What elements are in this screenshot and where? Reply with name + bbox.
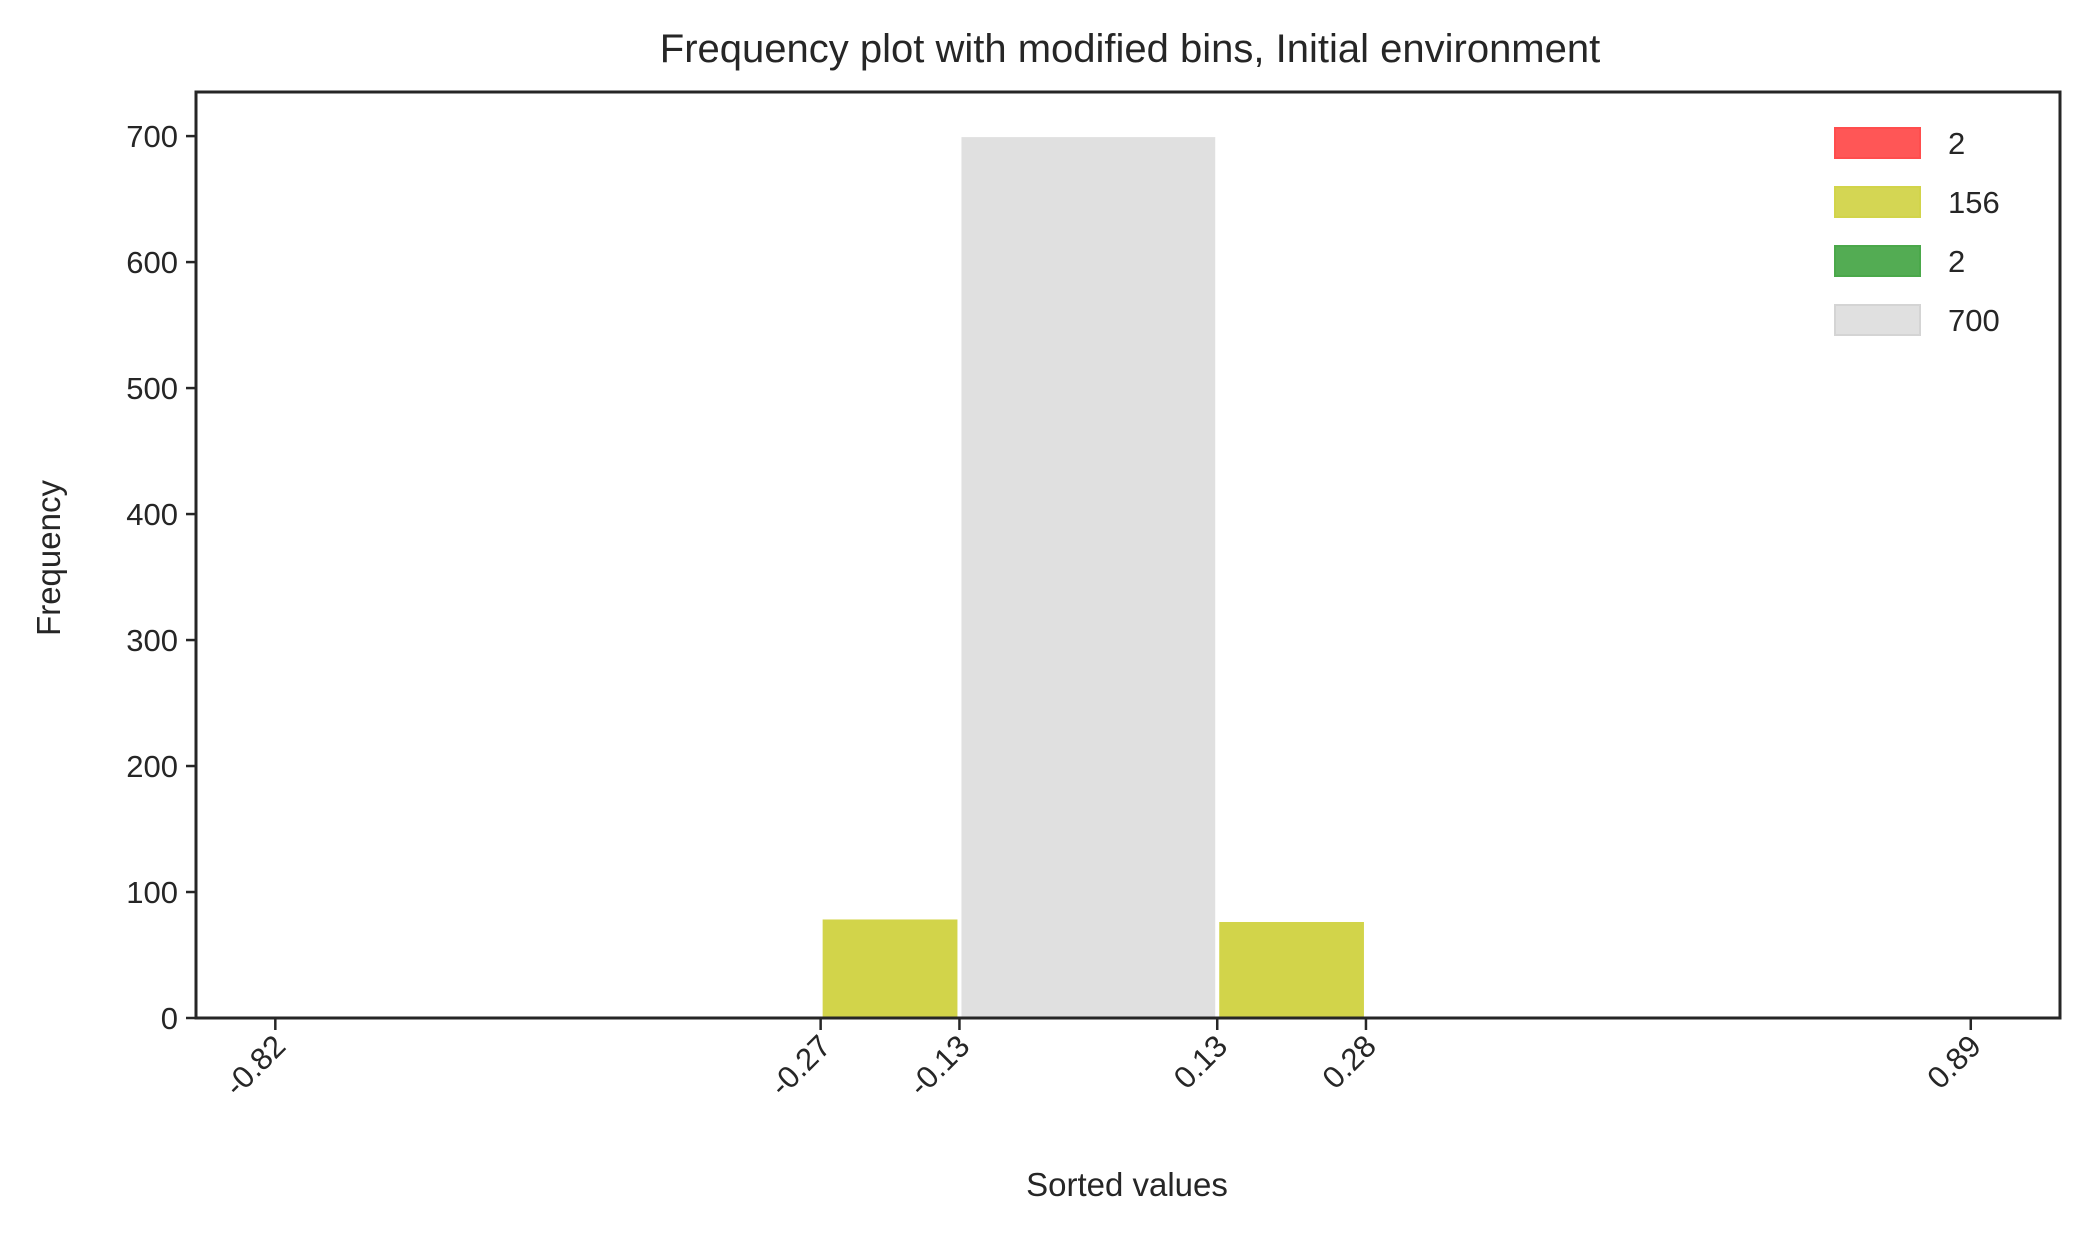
y-tick-label: 700 <box>126 119 178 154</box>
x-tick-label: -0.27 <box>763 1028 838 1103</box>
plot-frame <box>194 90 2062 1020</box>
histogram-bar <box>1217 919 1366 1019</box>
x-tick-label: -0.13 <box>902 1028 977 1103</box>
legend-label: 700 <box>1948 303 2000 338</box>
x-tick-label: 0.13 <box>1167 1028 1234 1095</box>
x-tick-label: -0.82 <box>218 1028 293 1103</box>
y-tick-label: 300 <box>126 623 178 658</box>
chart-title: Frequency plot with modified bins, Initi… <box>660 27 1600 71</box>
legend-swatch <box>1834 245 1921 277</box>
y-tick-label: 100 <box>126 875 178 910</box>
y-tick-label: 500 <box>126 371 178 406</box>
y-tick-label: 200 <box>126 749 178 784</box>
y-axis: 0 100 200 300 400 500 600 700 <box>126 119 196 1036</box>
legend-label: 156 <box>1948 185 2000 220</box>
histogram-bar <box>959 135 1218 1020</box>
legend-label: 2 <box>1948 126 1965 161</box>
x-tick-label: 0.28 <box>1315 1028 1382 1095</box>
legend: 2 156 2 700 <box>1834 126 2000 338</box>
y-tick-label: 600 <box>126 245 178 280</box>
y-tick-label: 0 <box>161 1001 178 1036</box>
y-tick-label: 400 <box>126 497 178 532</box>
legend-swatch <box>1834 127 1921 159</box>
legend-label: 2 <box>1948 244 1965 279</box>
histogram-bar <box>820 917 960 1020</box>
x-axis: -0.82 -0.27 -0.13 0.13 0.28 0.89 <box>218 1018 1988 1103</box>
x-tick-label: 0.89 <box>1920 1028 1987 1095</box>
y-axis-label: Frequency <box>30 480 67 636</box>
x-axis-label: Sorted values <box>1026 1166 1228 1203</box>
legend-swatch <box>1834 304 1921 336</box>
legend-swatch <box>1834 186 1921 218</box>
bars-layer <box>820 135 1366 1020</box>
